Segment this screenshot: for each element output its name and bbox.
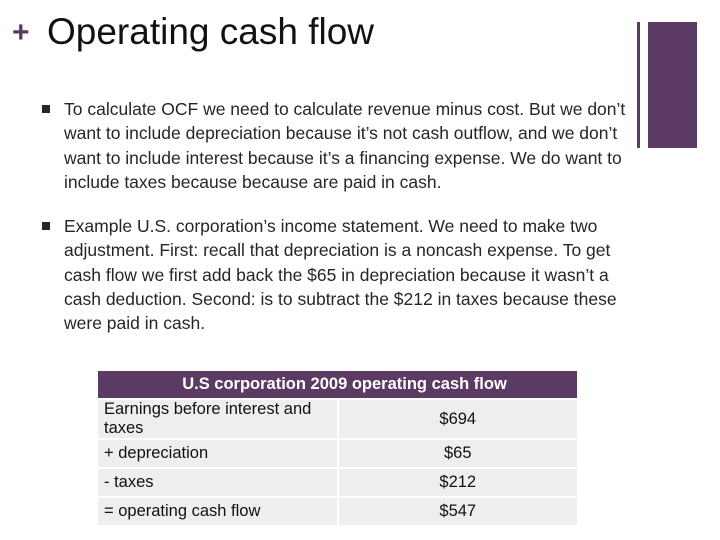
row-value: $694 xyxy=(336,398,577,439)
table-header-row: U.S corporation 2009 operating cash flow xyxy=(98,371,577,399)
bullet-item: Example U.S. corporation’s income statem… xyxy=(42,214,632,335)
row-label: Earnings before interest and taxes xyxy=(98,398,338,439)
table-header: U.S corporation 2009 operating cash flow xyxy=(98,371,577,399)
cash-flow-table: U.S corporation 2009 operating cash flow… xyxy=(98,371,577,525)
bullet-list: To calculate OCF we need to calculate re… xyxy=(42,97,632,356)
table-row: + depreciation $65 xyxy=(98,438,577,468)
row-label: + depreciation xyxy=(98,438,338,468)
bullet-text: Example U.S. corporation’s income statem… xyxy=(64,216,617,334)
square-bullet-icon xyxy=(42,105,50,113)
table-row: Earnings before interest and taxes $694 xyxy=(98,398,577,439)
plus-icon: + xyxy=(12,16,30,49)
table-row: - taxes $212 xyxy=(98,467,577,497)
row-value: $212 xyxy=(336,467,577,497)
bullet-text: To calculate OCF we need to calculate re… xyxy=(64,99,626,192)
slide-title: Operating cash flow xyxy=(47,11,375,52)
row-value: $65 xyxy=(336,438,577,468)
accent-bar-thin xyxy=(637,22,640,148)
row-label: = operating cash flow xyxy=(98,496,338,525)
row-label: - taxes xyxy=(98,467,338,497)
bullet-item: To calculate OCF we need to calculate re… xyxy=(42,97,632,194)
table-row: = operating cash flow $547 xyxy=(98,496,577,525)
accent-bar-thick xyxy=(648,22,697,148)
row-value: $547 xyxy=(336,496,577,525)
square-bullet-icon xyxy=(42,222,50,231)
